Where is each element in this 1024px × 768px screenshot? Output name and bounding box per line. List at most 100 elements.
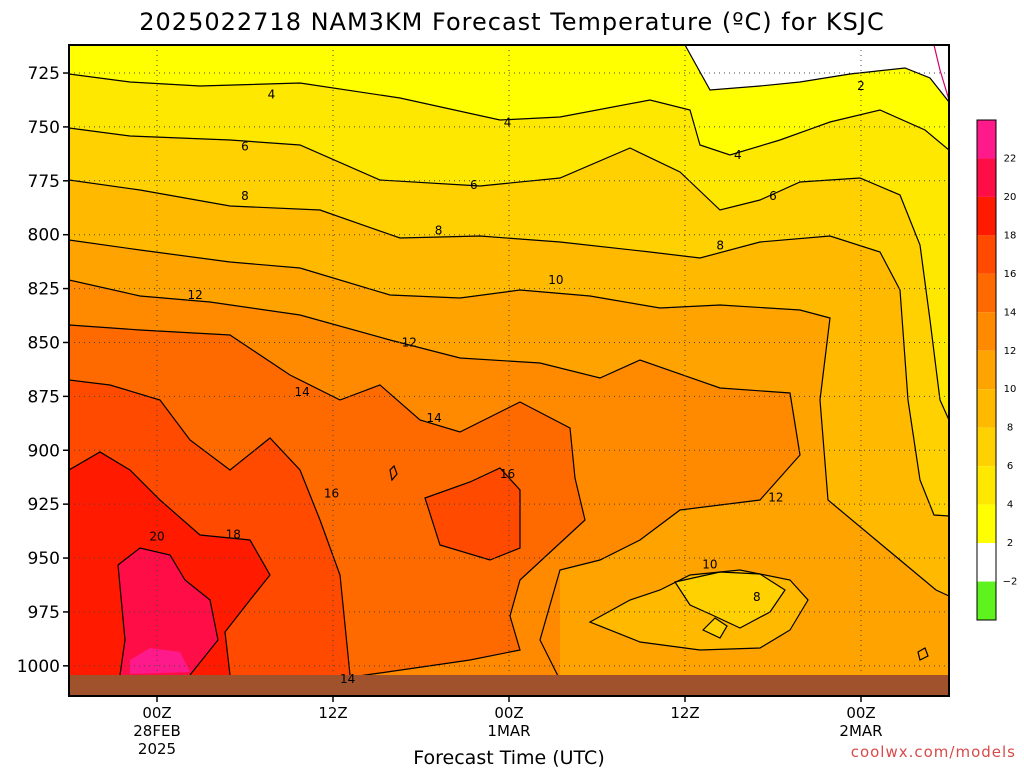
contour-label: 4 bbox=[268, 88, 276, 102]
contour-label: 14 bbox=[427, 411, 442, 425]
contour-label: 8 bbox=[435, 223, 443, 237]
contour-label: 4 bbox=[504, 116, 512, 130]
colorbar-swatch bbox=[977, 312, 996, 351]
contour-line-12c bbox=[69, 279, 801, 681]
colorbar-swatch bbox=[977, 466, 996, 505]
colorbar: 22 20 18 16 14 12 10 8 6 4 2 −2 bbox=[976, 119, 1017, 621]
colorbar-label: 4 bbox=[1007, 500, 1013, 511]
contour-label: 20 bbox=[149, 529, 164, 543]
contour-label: 14 bbox=[340, 672, 355, 686]
contour-label: 10 bbox=[702, 558, 717, 572]
contour-label: 16 bbox=[500, 467, 515, 481]
colorbar-label: 2 bbox=[1007, 538, 1013, 549]
y-tick-label: 750 bbox=[28, 118, 60, 138]
contour-line-2c bbox=[684, 45, 949, 103]
contour-line-6c bbox=[69, 127, 949, 421]
y-tick-label: 975 bbox=[28, 603, 60, 623]
colorbar-swatch bbox=[977, 158, 996, 197]
contour-line-layer bbox=[69, 45, 949, 681]
contour-label: 2 bbox=[857, 79, 865, 93]
y-tick-label: 725 bbox=[28, 64, 60, 84]
contour-line-10c bbox=[69, 239, 949, 597]
colorbar-swatch bbox=[977, 235, 996, 274]
x-tick-label: 2025 bbox=[138, 740, 176, 758]
contour-line-small-loop-b bbox=[917, 647, 929, 661]
x-tick-label: 12Z bbox=[670, 704, 699, 722]
colorbar-label: 20 bbox=[1004, 192, 1017, 203]
fill-band-white-top bbox=[685, 45, 949, 102]
plot-frame bbox=[68, 44, 950, 697]
contour-line-16c bbox=[69, 379, 351, 676]
y-tick-label: 1000 bbox=[17, 657, 60, 677]
colorbar-swatch bbox=[977, 350, 996, 390]
ground-surface bbox=[69, 675, 949, 696]
contour-line-8c bbox=[69, 179, 949, 517]
grid-layer bbox=[69, 45, 949, 696]
contour-line-6c-cool bbox=[674, 571, 786, 629]
contour-label: 8 bbox=[716, 238, 724, 252]
colorbar-swatch bbox=[977, 543, 996, 582]
colorbar-label: 6 bbox=[1007, 461, 1013, 472]
contour-line-14c bbox=[69, 324, 586, 681]
colorbar-swatch bbox=[977, 504, 996, 544]
colorbar-swatch bbox=[977, 120, 996, 159]
contour-line-16c-b bbox=[424, 467, 521, 561]
colorbar-swatch bbox=[977, 196, 996, 236]
contour-label: 6 bbox=[241, 139, 249, 153]
x-tick-label: 00Z bbox=[142, 704, 171, 722]
contour-label: 10 bbox=[548, 273, 563, 287]
chart-title: 2025022718 NAM3KM Forecast Temperature (… bbox=[139, 8, 884, 36]
contour-line-8c-cool bbox=[588, 569, 809, 651]
contour-label: 6 bbox=[470, 178, 478, 192]
fill-band-cool-6-8 bbox=[675, 572, 785, 628]
contour-label: 4 bbox=[734, 148, 742, 162]
colorbar-label: 18 bbox=[1004, 230, 1017, 241]
contour-label: 18 bbox=[226, 527, 241, 541]
colorbar-swatch bbox=[977, 273, 996, 313]
y-tick-label: 875 bbox=[28, 387, 60, 407]
y-tick-label: 950 bbox=[28, 549, 60, 569]
temperature-fill-layer bbox=[69, 45, 949, 696]
fill-band-cool-spot bbox=[703, 618, 727, 638]
contour-label: 8 bbox=[753, 590, 761, 604]
colorbar-label: 16 bbox=[1004, 269, 1017, 280]
credit-text: coolwx.com/models bbox=[851, 743, 1016, 761]
y-tick-label: 800 bbox=[28, 226, 60, 246]
colorbar-label: 12 bbox=[1004, 346, 1017, 357]
x-tick-label: 12Z bbox=[318, 704, 347, 722]
y-tick-label: 775 bbox=[28, 172, 60, 192]
fill-band-22 bbox=[130, 648, 190, 674]
fill-band-20-22 bbox=[118, 548, 218, 675]
contour-label-layer: 2 4 4 4 6 6 6 8 8 8 8 10 10 12 12 12 14 14 14 16 16 18 20 bbox=[149, 79, 865, 686]
contour-label: 14 bbox=[295, 385, 310, 399]
contour-label: 12 bbox=[768, 491, 783, 505]
x-tick-label: 00Z bbox=[846, 704, 875, 722]
y-tick-label: 900 bbox=[28, 441, 60, 461]
x-tick-label: 1MAR bbox=[487, 722, 530, 740]
contour-label: 12 bbox=[187, 288, 202, 302]
y-tick-label: 825 bbox=[28, 280, 60, 300]
contour-line-4c bbox=[69, 73, 949, 156]
contour-line-6c-spot bbox=[701, 617, 728, 639]
y-tick-label: 850 bbox=[28, 333, 60, 353]
contour-line-pink-edge bbox=[933, 45, 949, 101]
colorbar-swatch bbox=[977, 389, 996, 428]
contour-line-20c bbox=[117, 547, 219, 676]
colorbar-label: 8 bbox=[1007, 423, 1013, 434]
y-tick-label: 925 bbox=[28, 495, 60, 515]
colorbar-label: 22 bbox=[1004, 153, 1017, 164]
colorbar-label: 14 bbox=[1004, 307, 1017, 318]
x-axis-label: Forecast Time (UTC) bbox=[413, 747, 604, 768]
y-axis: 725 750 775 800 825 850 875 900 925 950 975 1000 bbox=[17, 64, 69, 677]
x-tick-label: 28FEB bbox=[133, 722, 180, 740]
colorbar-swatch bbox=[977, 581, 996, 620]
contour-line-18c bbox=[69, 451, 271, 676]
fill-band-16-18-b bbox=[425, 468, 520, 560]
colorbar-frame bbox=[976, 119, 997, 621]
colorbar-label: 10 bbox=[1004, 384, 1017, 395]
contour-label: 12 bbox=[402, 335, 417, 349]
contour-label: 8 bbox=[241, 189, 249, 203]
contour-label: 16 bbox=[324, 486, 339, 500]
